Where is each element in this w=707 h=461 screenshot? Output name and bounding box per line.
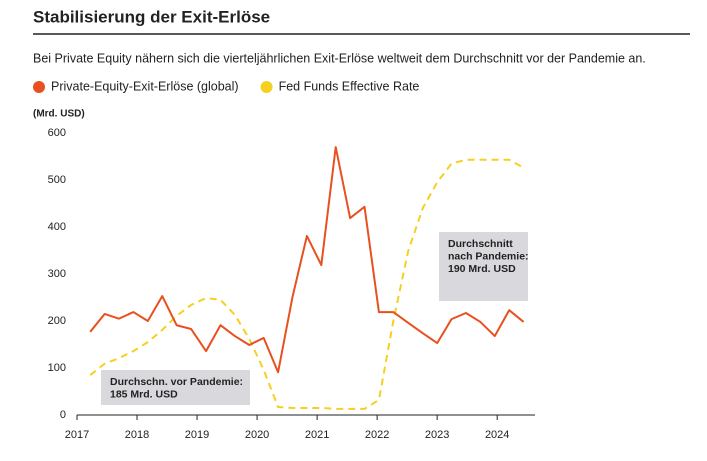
legend-label: Fed Funds Effective Rate (279, 79, 420, 93)
y-tick-label: 400 (48, 221, 66, 233)
y-tick-label: 300 (48, 268, 66, 280)
annotation-text: 190 Mrd. USD (448, 263, 516, 275)
annotation-box (439, 232, 528, 301)
x-tick-label: 2020 (245, 429, 269, 441)
annotation-box (101, 370, 250, 405)
legend-marker (33, 81, 45, 93)
annotation-text: 185 Mrd. USD (110, 388, 178, 400)
annotation-text: Durchschnitt (448, 238, 513, 250)
x-tick-label: 2021 (305, 429, 329, 441)
legend-marker (260, 81, 273, 93)
chart-title: Stabilisierung der Exit-Erlöse (33, 7, 270, 26)
subtitle: Bei Private Equity nähern sich die viert… (33, 51, 646, 65)
y-tick-label: 500 (48, 174, 66, 186)
x-tick-label: 2022 (365, 429, 389, 441)
y-tick-label: 0 (60, 409, 66, 421)
x-tick-label: 2017 (65, 429, 89, 441)
y-tick-label: 600 (48, 127, 66, 139)
legend-label: Private-Equity-Exit-Erlöse (global) (51, 79, 239, 93)
y-axis-label: (Mrd. USD) (33, 109, 85, 120)
series-line (89, 158, 525, 410)
series-line (89, 146, 525, 374)
annotation-text: nach Pandemie: (448, 250, 529, 262)
x-tick-label: 2023 (425, 429, 449, 441)
y-tick-label: 200 (48, 315, 66, 327)
y-tick-label: 100 (48, 362, 66, 374)
x-tick-label: 2018 (125, 429, 149, 441)
x-tick-label: 2019 (185, 429, 209, 441)
x-tick-label: 2024 (485, 429, 509, 441)
annotation-text: Durchschn. vor Pandemie: (110, 376, 243, 388)
